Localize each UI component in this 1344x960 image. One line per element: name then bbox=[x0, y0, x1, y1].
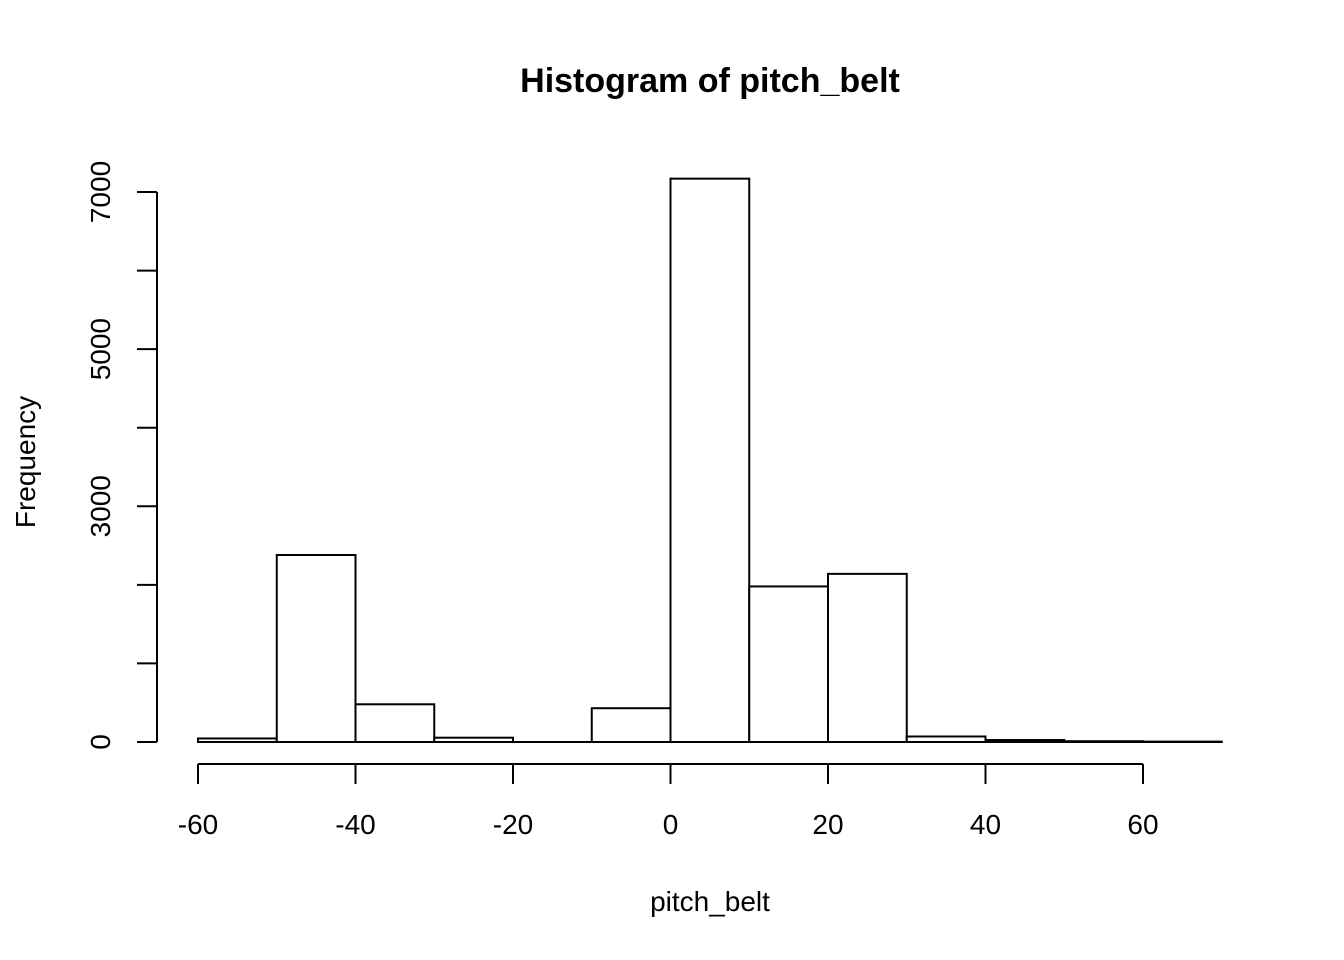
x-tick-label: -40 bbox=[335, 809, 375, 840]
x-tick-label: 20 bbox=[812, 809, 843, 840]
histogram-bar bbox=[275, 554, 357, 743]
histogram-bar bbox=[984, 739, 1066, 743]
histogram-bar bbox=[748, 585, 829, 744]
histogram-bar bbox=[1063, 740, 1144, 744]
histogram-bar bbox=[197, 737, 278, 744]
x-tick-label: 0 bbox=[663, 809, 679, 840]
histogram-bar bbox=[354, 703, 436, 743]
histogram-bar bbox=[827, 572, 908, 743]
x-axis: -60 -40 -20 0 20 40 60 bbox=[178, 763, 1159, 840]
y-tick-label: 7000 bbox=[85, 161, 116, 223]
x-tick-label: -60 bbox=[178, 809, 218, 840]
y-axis: 0 3000 5000 7000 bbox=[85, 161, 158, 750]
y-tick-label: 3000 bbox=[85, 475, 116, 537]
chart-title: Histogram of pitch_belt bbox=[520, 62, 900, 100]
histogram-bar bbox=[590, 707, 672, 744]
y-tick-label: 5000 bbox=[85, 318, 116, 380]
x-tick-label: 60 bbox=[1127, 809, 1158, 840]
y-axis-label: Frequency bbox=[10, 396, 41, 528]
x-tick-label: 40 bbox=[970, 809, 1001, 840]
y-tick-label: 0 bbox=[85, 734, 116, 750]
x-axis-label: pitch_belt bbox=[650, 886, 770, 917]
bars-group bbox=[197, 177, 1223, 744]
x-tick-label: -20 bbox=[493, 809, 533, 840]
histogram-bar bbox=[433, 736, 514, 744]
histogram-bar bbox=[669, 177, 751, 743]
histogram-bar bbox=[905, 735, 987, 743]
